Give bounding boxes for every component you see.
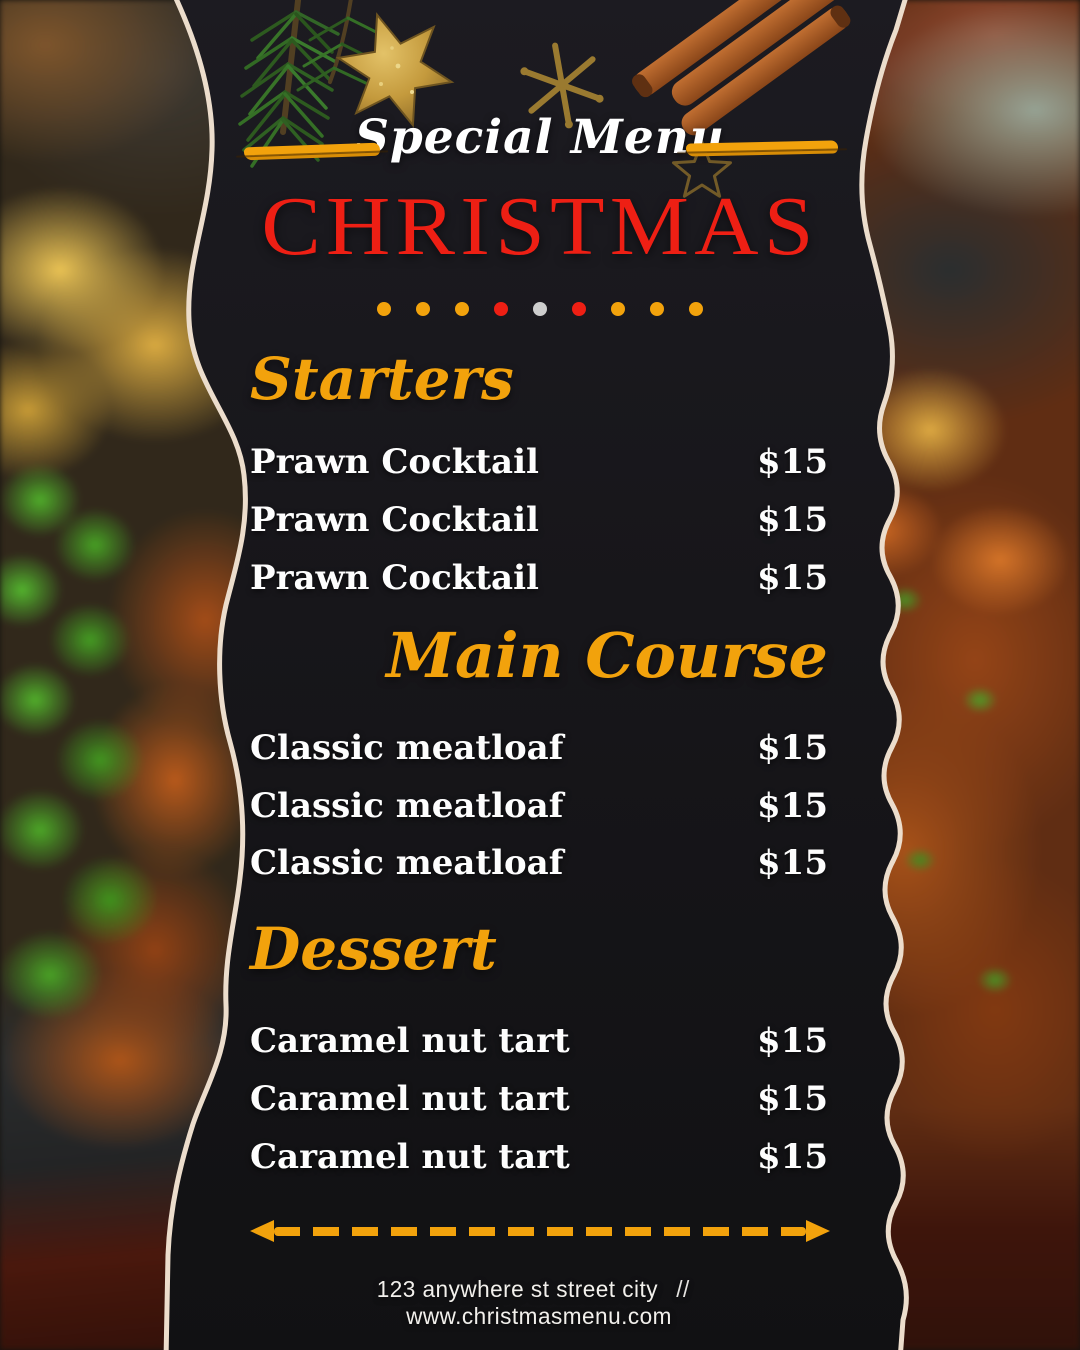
dashed-arrow-divider xyxy=(250,1220,830,1242)
item-name: Caramel nut tart xyxy=(250,1079,570,1119)
glitter-star-image xyxy=(335,12,455,128)
item-name: Caramel nut tart xyxy=(250,1021,570,1061)
section-title-starters: Starters xyxy=(250,345,514,413)
silver-dot xyxy=(533,302,547,316)
orange-dot xyxy=(377,302,391,316)
footer-website: www.christmasmenu.com xyxy=(406,1303,672,1329)
item-name: Prawn Cocktail xyxy=(250,442,539,482)
section-title-main-course: Main Course xyxy=(386,619,828,692)
section-title-dessert: Dessert xyxy=(250,915,497,983)
item-price: $15 xyxy=(757,728,828,768)
dots-row xyxy=(170,302,910,316)
footer-contact-line: 123 anywhere st street city // www.chris… xyxy=(242,1276,835,1330)
red-dot xyxy=(572,302,586,316)
item-price: $15 xyxy=(757,1079,828,1119)
item-name: Classic meatloaf xyxy=(250,843,564,883)
item-price: $15 xyxy=(757,1137,828,1177)
orange-dot xyxy=(689,302,703,316)
orange-dot xyxy=(416,302,430,316)
item-price: $15 xyxy=(757,558,828,598)
item-price: $15 xyxy=(757,786,828,826)
menu-item-row: Prawn Cocktail $15 xyxy=(250,498,828,542)
menu-item-row: Classic meatloaf $15 xyxy=(250,841,828,885)
orange-dot xyxy=(455,302,469,316)
menu-item-row: Classic meatloaf $15 xyxy=(250,726,828,770)
item-name: Caramel nut tart xyxy=(250,1137,570,1177)
eyebrow-script-text: Special Menu xyxy=(354,110,726,165)
orange-dot xyxy=(650,302,664,316)
menu-item-row: Caramel nut tart $15 xyxy=(250,1135,828,1179)
item-name: Classic meatloaf xyxy=(250,786,564,826)
menu-item-row: Prawn Cocktail $15 xyxy=(250,556,828,600)
poster-title: CHRISTMAS xyxy=(261,180,819,273)
menu-item-row: Caramel nut tart $15 xyxy=(250,1077,828,1121)
item-price: $15 xyxy=(757,1021,828,1061)
item-name: Classic meatloaf xyxy=(250,728,564,768)
footer-separator: // xyxy=(676,1276,690,1302)
item-price: $15 xyxy=(757,843,828,883)
menu-item-row: Caramel nut tart $15 xyxy=(250,1019,828,1063)
orange-dot xyxy=(611,302,625,316)
item-price: $15 xyxy=(757,500,828,540)
item-name: Prawn Cocktail xyxy=(250,558,539,598)
item-price: $15 xyxy=(757,442,828,482)
footer-address: 123 anywhere st street city xyxy=(376,1276,659,1302)
menu-item-row: Prawn Cocktail $15 xyxy=(250,440,828,484)
menu-item-row: Classic meatloaf $15 xyxy=(250,784,828,828)
red-dot xyxy=(494,302,508,316)
item-name: Prawn Cocktail xyxy=(250,500,539,540)
